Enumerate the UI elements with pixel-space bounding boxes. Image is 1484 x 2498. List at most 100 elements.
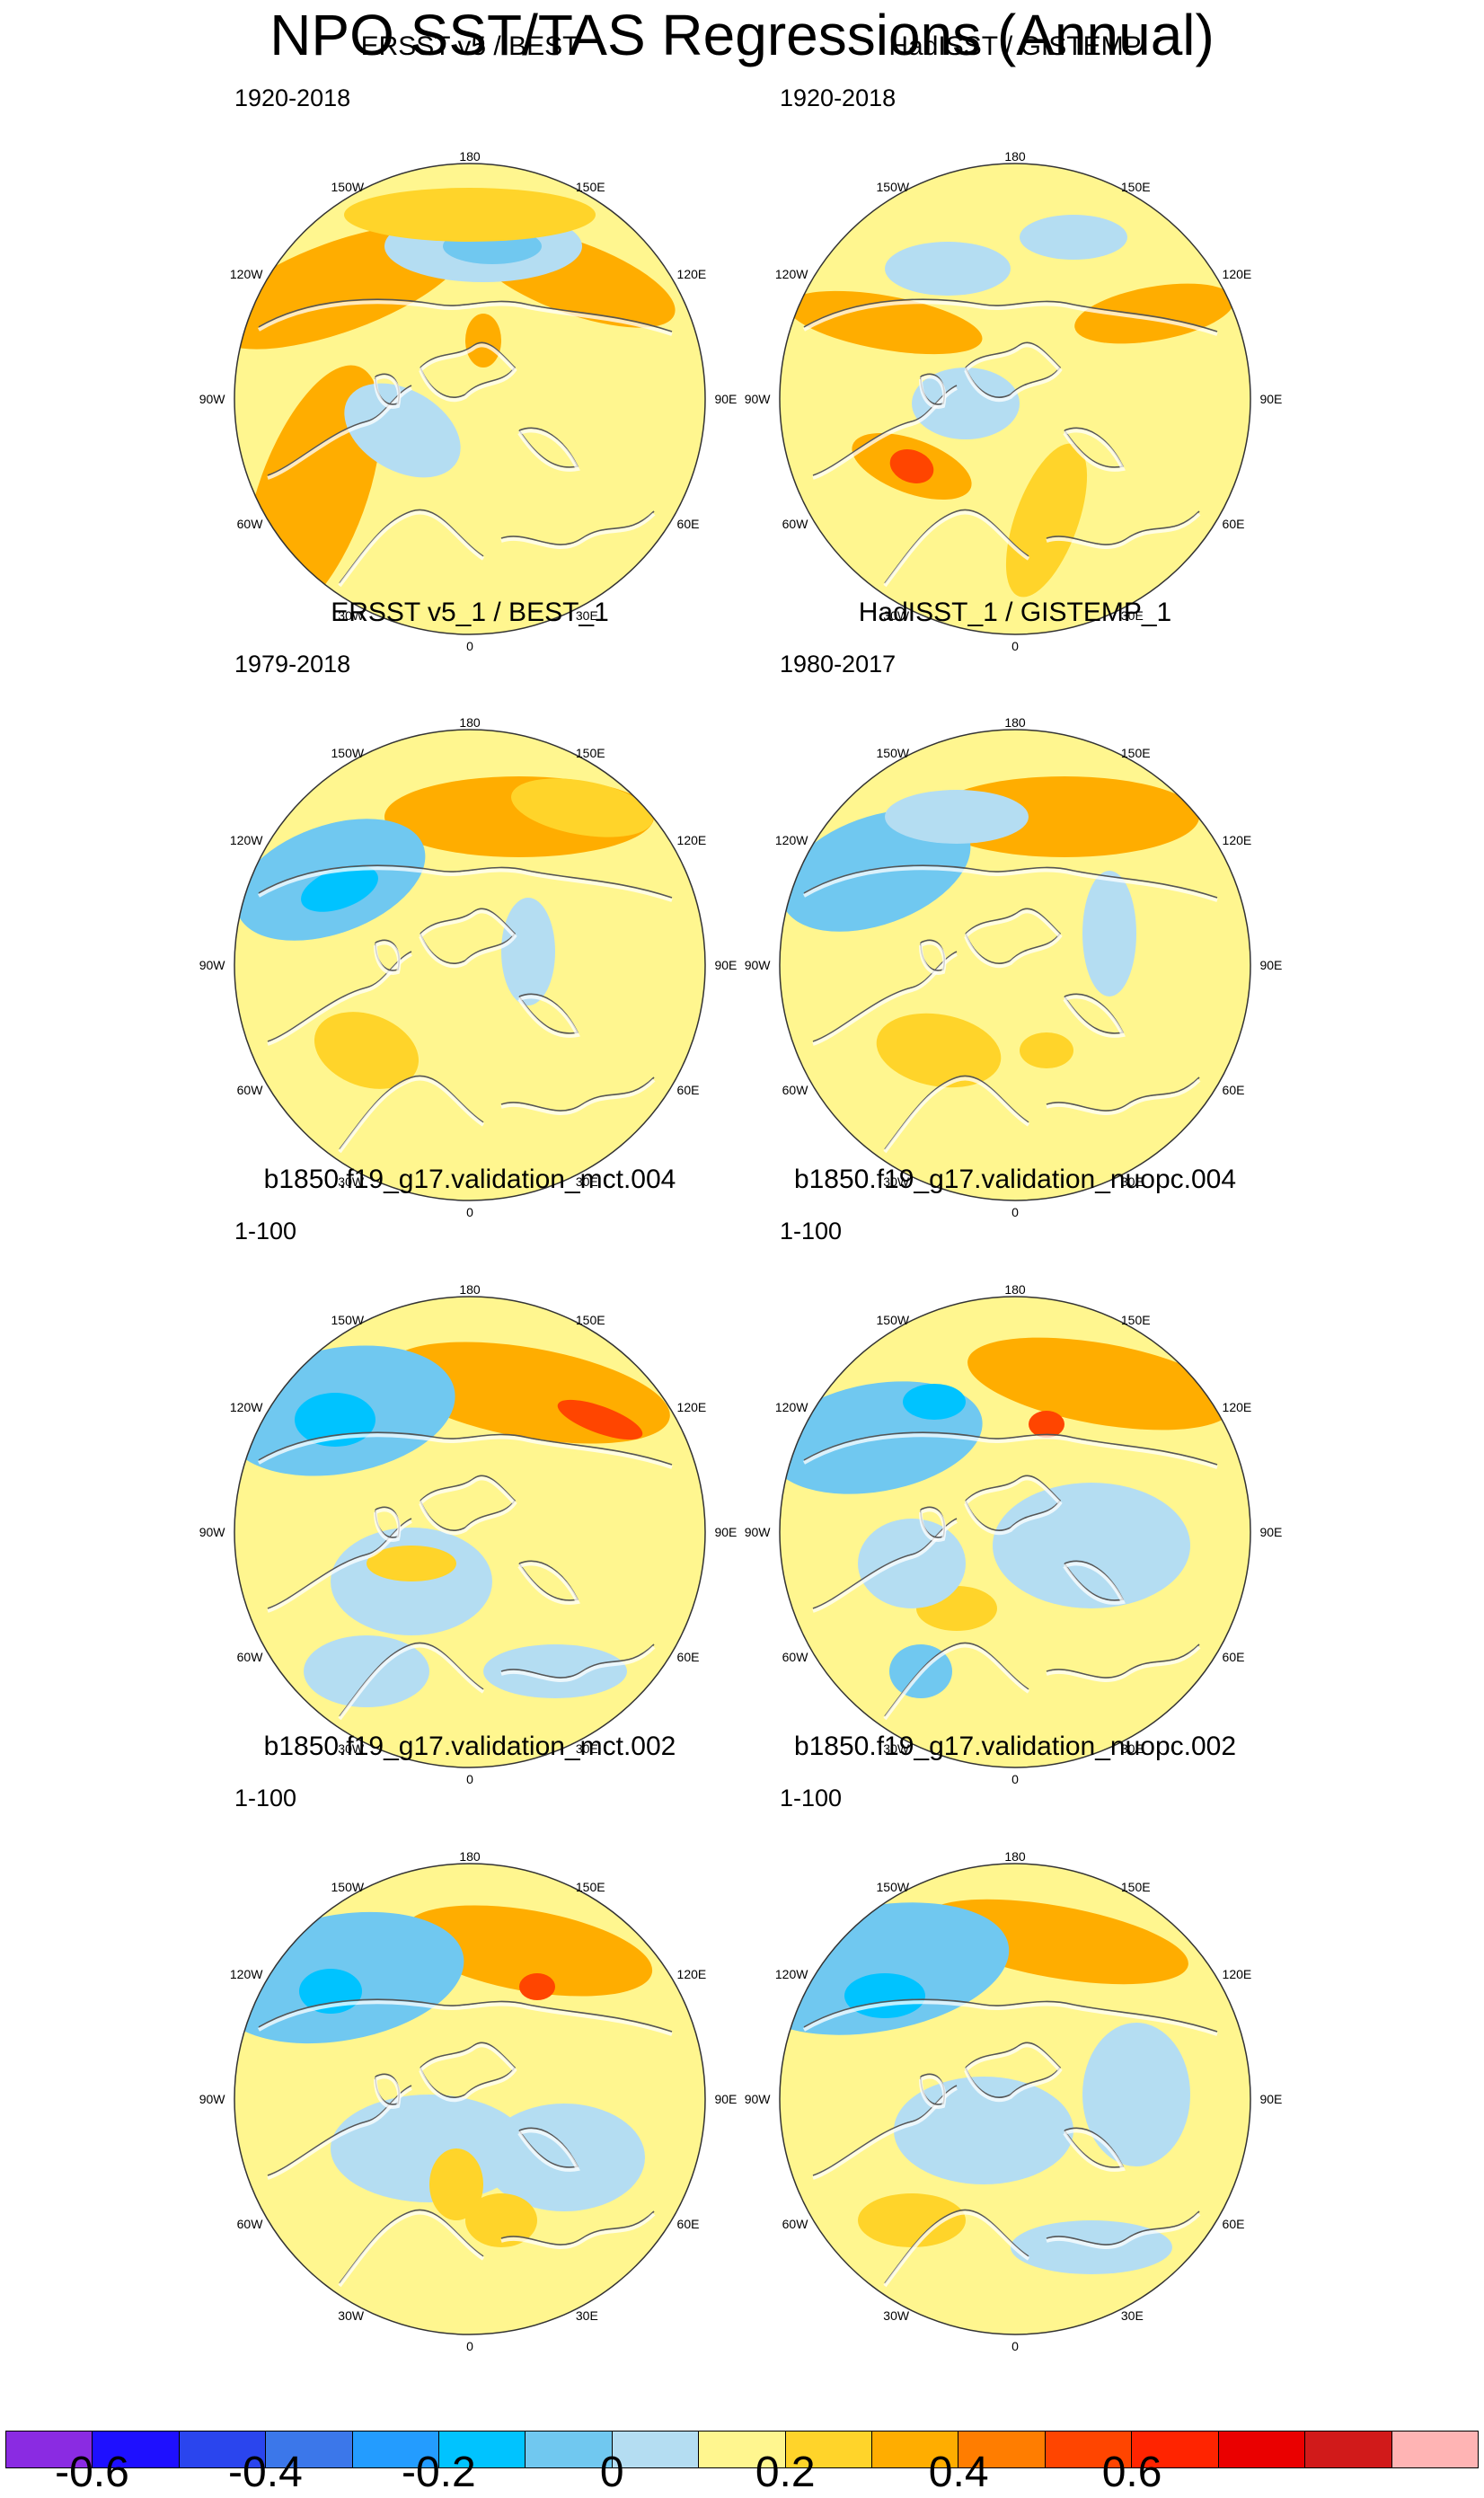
land-mask-edge: [338, 1643, 485, 1721]
land-mask-edge: [1046, 2212, 1201, 2250]
longitude-label: 60W: [237, 517, 264, 531]
longitude-label: 120W: [230, 1400, 263, 1414]
coastline: [803, 864, 1218, 899]
longitude-label: 30W: [883, 1174, 910, 1189]
land-mask-edge: [374, 1508, 402, 1542]
anomaly-region: [993, 1483, 1190, 1608]
longitude-label: 60W: [237, 2217, 264, 2231]
land-mask-edge: [257, 300, 673, 336]
land-mask-edge: [257, 866, 673, 902]
longitude-label: 90W: [745, 392, 772, 406]
colorbar-tick-label: -0.4: [228, 2449, 303, 2496]
coastline: [1046, 2210, 1200, 2246]
longitude-label: 30W: [883, 608, 910, 623]
colorbar-swatch: [179, 2432, 267, 2467]
longitude-label: 60E: [1223, 1650, 1245, 1664]
longitude-label: 150E: [1121, 1313, 1151, 1327]
land-mask-edge: [802, 300, 1218, 336]
coastline: [812, 2085, 958, 2176]
coastline: [258, 864, 673, 899]
anomaly-region: [367, 1546, 456, 1581]
anomaly-region: [301, 865, 378, 912]
colorbar-swatch: [958, 2432, 1046, 2467]
coastline: [803, 1431, 1218, 1466]
anomaly-region: [314, 1012, 420, 1089]
panel-period: 1-100: [780, 1218, 843, 1245]
longitude-label: 150E: [1121, 1880, 1151, 1894]
longitude-label: 30W: [883, 2308, 910, 2323]
colorbar-swatch: [785, 2432, 873, 2467]
panel-title: ERSST v5 / BEST: [360, 31, 579, 61]
longitude-label: 180: [1004, 1849, 1026, 1864]
longitude-label: 90E: [714, 392, 737, 406]
coastline: [965, 2042, 1062, 2098]
longitude-label: 0: [466, 639, 473, 653]
anomaly-region: [1020, 1032, 1073, 1068]
panel-period: 1-100: [234, 1785, 297, 1811]
coastline: [500, 510, 655, 545]
colorbar-swatch: [6, 2432, 93, 2467]
panel-period: 1-100: [234, 1218, 297, 1245]
panel-title: HadISST_1 / GISTEMP_1: [858, 598, 1172, 627]
colorbar: [5, 2431, 1479, 2468]
coastline: [1046, 1643, 1200, 1679]
land-mask-edge: [964, 2043, 1063, 2103]
panel-period: 1979-2018: [234, 651, 351, 678]
land-mask-edge: [267, 386, 412, 480]
colorbar-tick-label: -0.6: [55, 2449, 129, 2496]
land-mask-edge: [517, 2129, 580, 2172]
panel-title: b1850.f19_g17.validation_nuopc.004: [793, 1165, 1237, 1194]
longitude-label: 180: [459, 715, 481, 730]
map-border: [779, 729, 1251, 1201]
colorbar-swatch: [699, 2432, 786, 2467]
longitude-label: 120E: [677, 1400, 707, 1414]
map-border: [234, 163, 706, 635]
longitude-label: 90E: [714, 2092, 737, 2106]
longitude-label: 90W: [745, 1525, 772, 1539]
longitude-label: 120W: [775, 833, 808, 847]
longitude-label: 90W: [745, 2092, 772, 2106]
anomaly-region: [1082, 871, 1136, 997]
coastline: [965, 341, 1062, 398]
panel-title: b1850.f19_g17.validation_nuopc.002: [793, 1732, 1237, 1761]
longitude-label: 0: [1011, 1772, 1019, 1786]
longitude-label: 0: [1011, 2339, 1019, 2353]
colorbar-swatch: [439, 2432, 526, 2467]
land-mask-edge: [883, 510, 1030, 588]
land-mask-edge: [338, 2210, 485, 2288]
longitude-label: 30E: [576, 608, 598, 623]
anomaly-region: [429, 2148, 483, 2220]
longitude-label: 60E: [677, 2217, 700, 2231]
map-border: [779, 163, 1251, 635]
longitude-label: 0: [466, 2339, 473, 2353]
longitude-label: 90E: [1259, 2092, 1282, 2106]
longitude-label: 180: [459, 1849, 481, 1864]
land-mask-edge: [919, 2075, 947, 2109]
land-mask-edge: [812, 386, 958, 480]
land-mask-edge: [500, 1645, 656, 1683]
longitude-label: 90E: [1259, 1525, 1282, 1539]
panel-period: 1920-2018: [780, 84, 897, 111]
longitude-label: 90E: [714, 1525, 737, 1539]
anomaly-region: [844, 1973, 925, 2018]
longitude-label: 120W: [230, 1967, 263, 1981]
anomaly-region: [787, 290, 983, 355]
longitude-label: 150W: [331, 1880, 365, 1894]
anomaly-region: [1020, 215, 1127, 260]
longitude-label: 30W: [338, 2308, 365, 2323]
polar-map: 180 150W 150E 120W 120E 90W 90E 60W 60E 30W 30E 0: [199, 1282, 738, 1786]
longitude-label: 60E: [1223, 517, 1245, 531]
coastline: [500, 1076, 655, 1112]
land-mask-edge: [500, 1078, 656, 1116]
coastline: [258, 298, 673, 332]
longitude-label: 150W: [331, 1313, 365, 1327]
longitude-label: 30W: [338, 1741, 365, 1756]
land-mask-edge: [419, 909, 517, 969]
map-border: [234, 1863, 706, 2335]
land-mask-edge: [964, 343, 1063, 403]
longitude-label: 150W: [877, 746, 910, 760]
longitude-label: 150E: [576, 746, 605, 760]
land-mask-edge: [500, 512, 656, 550]
land-mask-edge: [517, 1562, 580, 1605]
anomaly-region: [483, 1644, 627, 1698]
